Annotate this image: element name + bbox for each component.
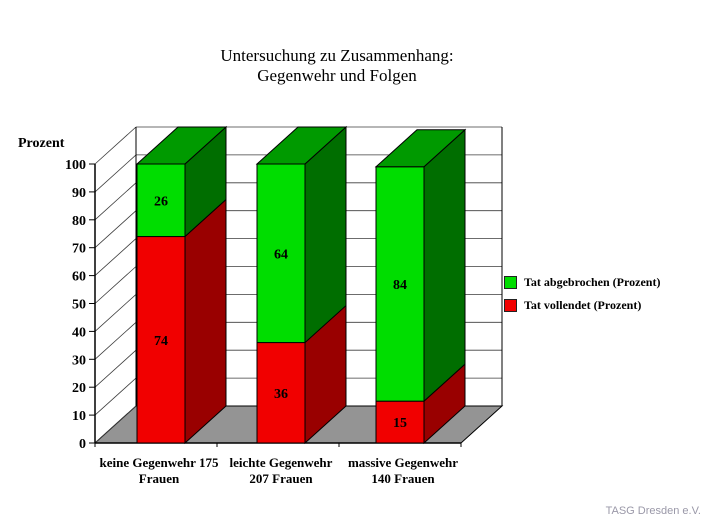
depth-gridline xyxy=(94,405,137,444)
depth-gridline xyxy=(94,238,137,276)
legend-label-abgebrochen: Tat abgebrochen (Prozent) xyxy=(524,275,661,289)
bar-top-abgebrochen xyxy=(135,126,228,165)
depth-gridline xyxy=(94,349,137,388)
y-tick-label: 0 xyxy=(79,437,86,452)
bar-side-abgebrochen xyxy=(304,125,347,344)
category-label: massive Gegenwehr xyxy=(348,455,458,470)
y-tick-label: 10 xyxy=(72,409,86,424)
bar-value-label-vollendet: 36 xyxy=(274,387,288,402)
credit-text: TASG Dresden e.V. xyxy=(605,505,701,517)
y-tick-label: 20 xyxy=(72,381,86,396)
legend: Tat abgebrochen (Prozent) Tat vollendet … xyxy=(504,271,660,317)
category-label: 140 Frauen xyxy=(371,471,435,486)
y-tick-label: 30 xyxy=(72,353,86,368)
y-axis-label: Prozent xyxy=(18,136,65,151)
chart-title-line-2: Gegenwehr und Folgen xyxy=(257,66,417,85)
bar-top-abgebrochen xyxy=(374,129,467,168)
legend-item-vollendet: Tat vollendet (Prozent) xyxy=(504,294,660,317)
y-tick-label: 60 xyxy=(72,270,86,285)
y-tick-label: 50 xyxy=(72,298,86,313)
category-label: leichte Gegenwehr xyxy=(230,455,333,470)
chart-title: Untersuchung zu Zusammenhang: Gegenwehr … xyxy=(0,46,674,86)
y-tick-label: 90 xyxy=(72,186,86,201)
y-tick-label: 40 xyxy=(72,325,86,340)
depth-gridline xyxy=(94,322,137,360)
bar-front-abgebrochen xyxy=(256,163,306,344)
bar-top-abgebrochen xyxy=(255,126,348,165)
bar-front-vollendet xyxy=(375,400,425,444)
category-label: keine Gegenwehr 175 xyxy=(100,455,219,470)
y-tick-label: 70 xyxy=(72,242,86,257)
y-tick-label: 100 xyxy=(65,158,86,173)
depth-gridline xyxy=(94,294,137,332)
depth-gridline xyxy=(94,126,137,165)
category-label: 207 Frauen xyxy=(249,471,313,486)
bar-front-vollendet xyxy=(256,342,306,444)
depth-gridline xyxy=(94,154,137,193)
y-tick-label: 80 xyxy=(72,214,86,229)
bar-value-label-abgebrochen: 84 xyxy=(393,278,407,293)
depth-gridline xyxy=(94,266,137,304)
legend-label-vollendet: Tat vollendet (Prozent) xyxy=(524,298,642,312)
chart-title-line-1: Untersuchung zu Zusammenhang: xyxy=(220,46,454,65)
legend-swatch-green xyxy=(504,276,517,289)
bar-front-abgebrochen xyxy=(375,166,425,402)
bar-value-label-abgebrochen: 26 xyxy=(154,194,168,209)
depth-gridline xyxy=(94,182,137,221)
bar-value-label-abgebrochen: 64 xyxy=(274,247,288,262)
bar-value-label-vollendet: 15 xyxy=(393,416,407,431)
bar-front-vollendet xyxy=(136,236,186,444)
category-label: Frauen xyxy=(139,471,180,486)
depth-gridline xyxy=(94,377,137,416)
bar-side-vollendet xyxy=(184,198,227,445)
legend-swatch-red xyxy=(504,299,517,312)
depth-gridline xyxy=(94,210,137,248)
bar-value-label-vollendet: 74 xyxy=(154,334,168,349)
legend-item-abgebrochen: Tat abgebrochen (Prozent) xyxy=(504,271,660,294)
bar-side-abgebrochen xyxy=(423,128,466,403)
